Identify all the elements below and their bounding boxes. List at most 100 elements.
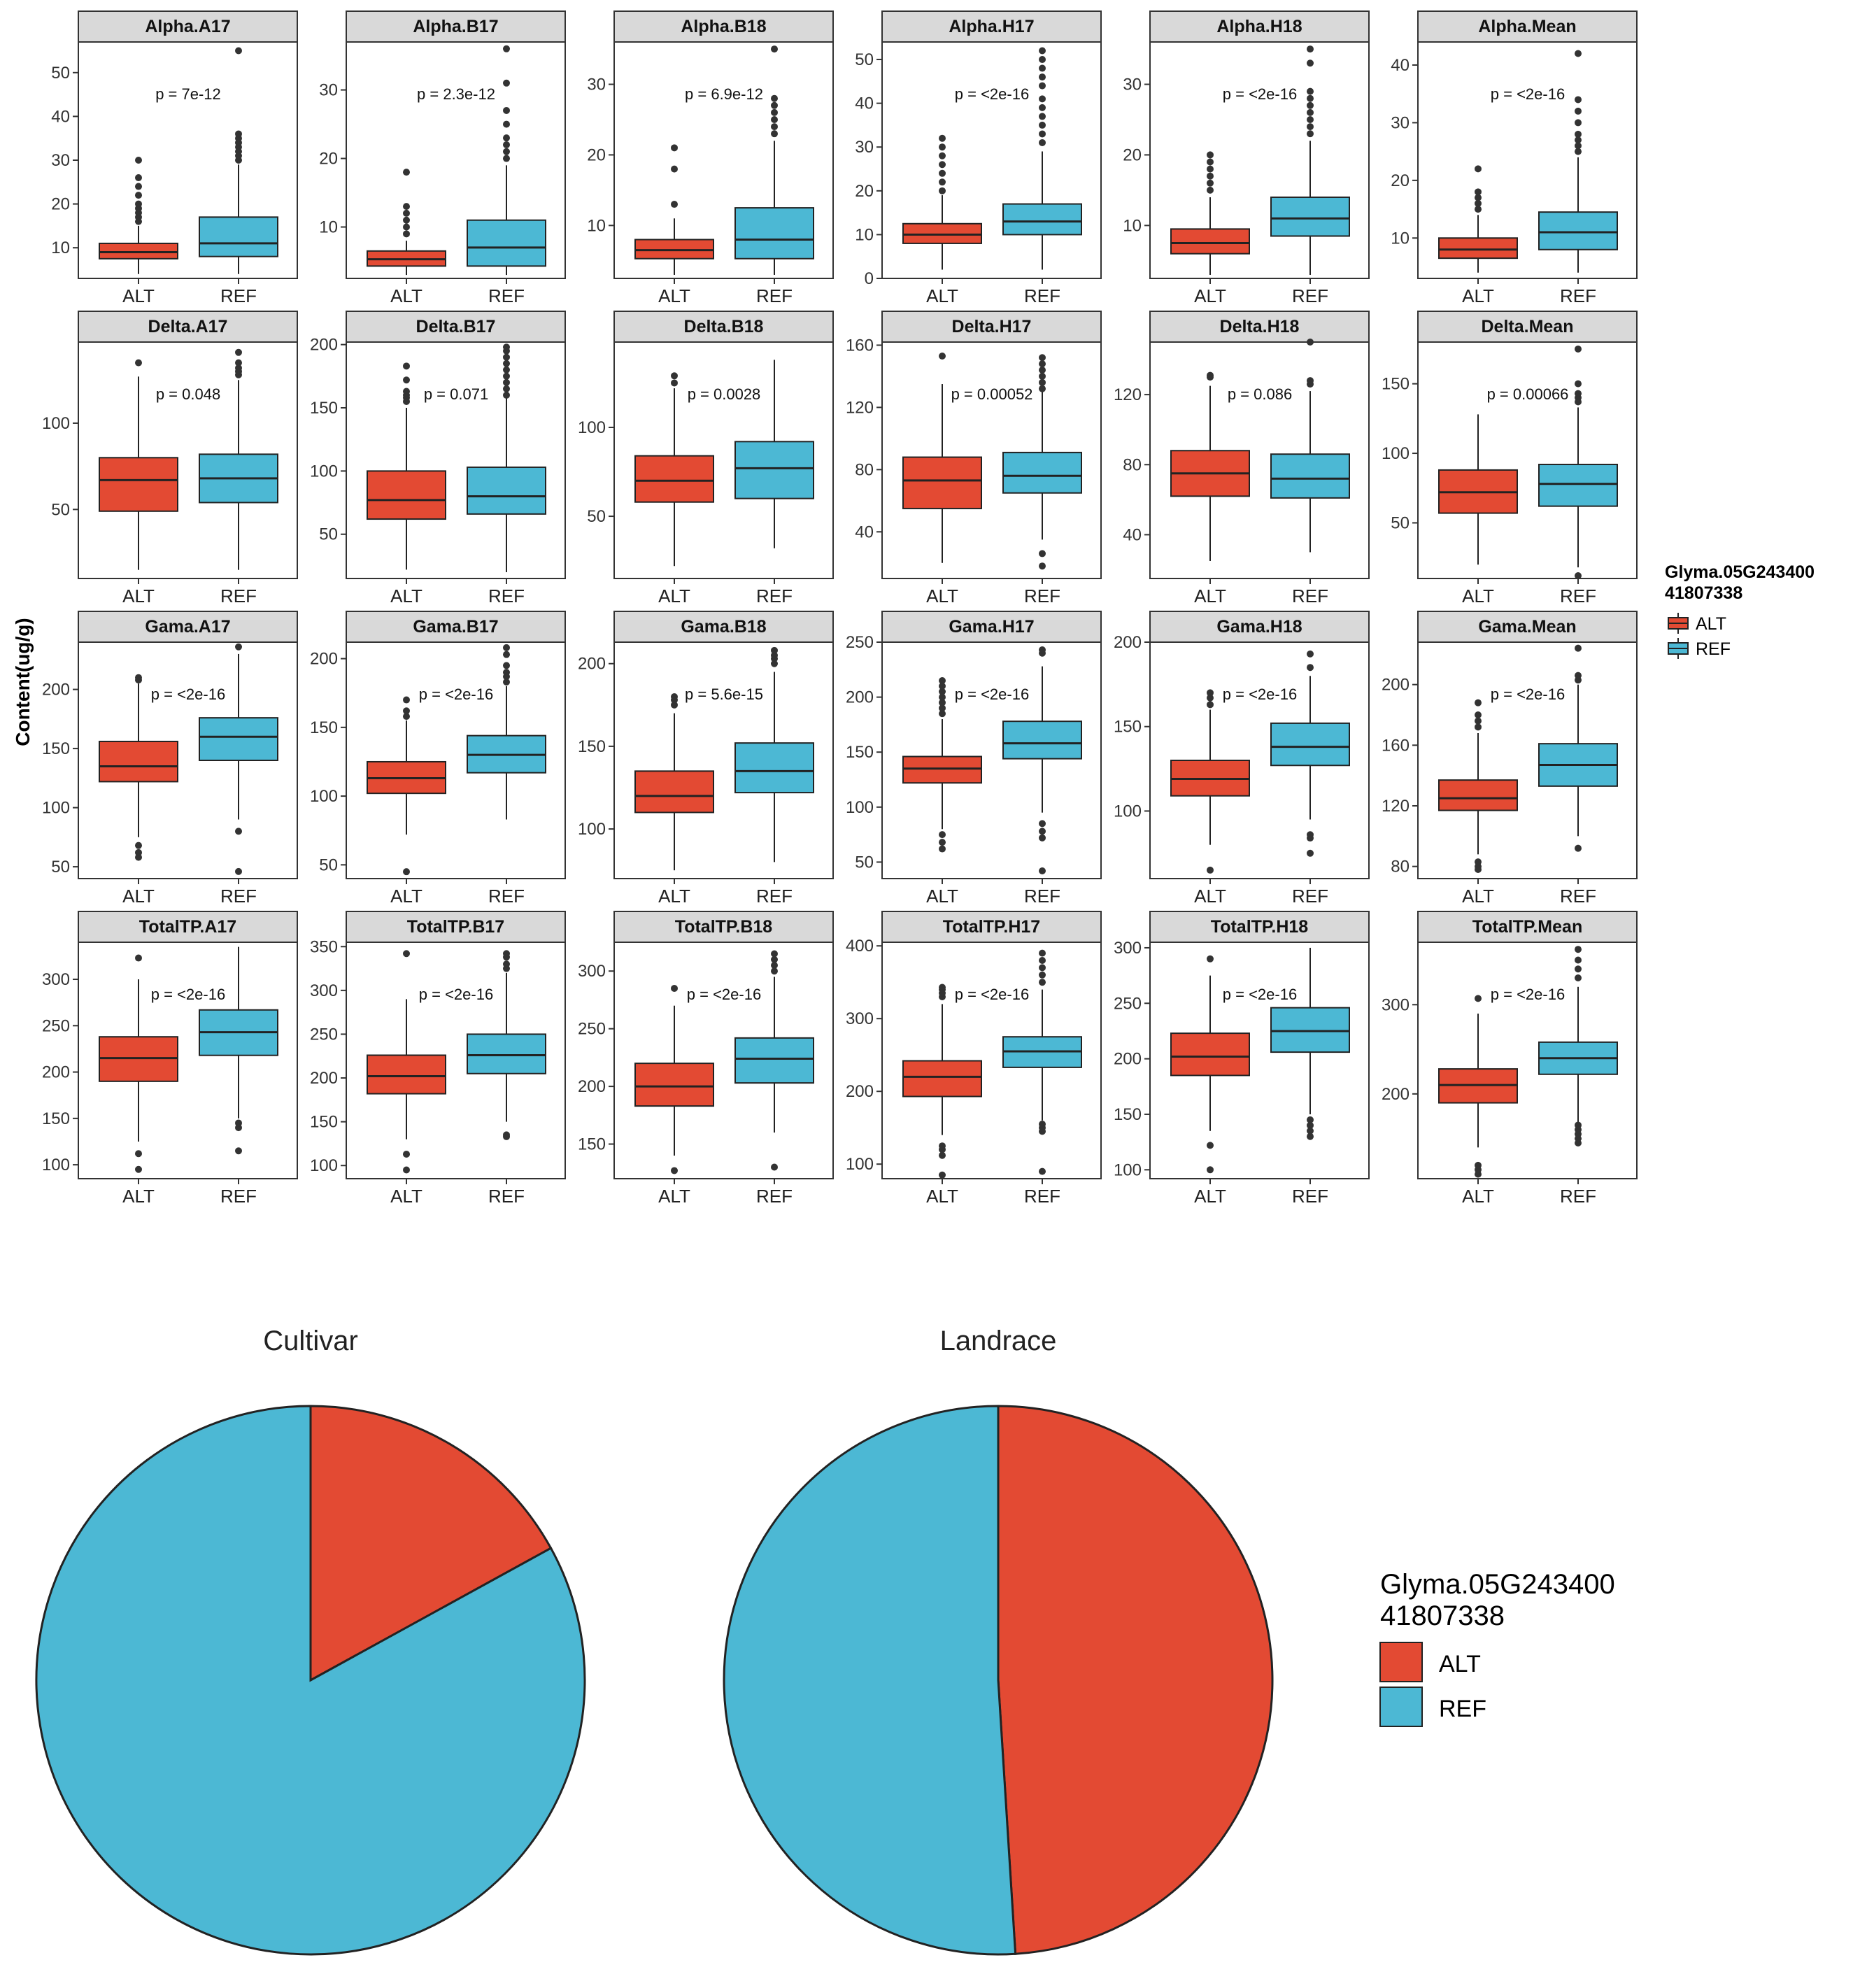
facet-strip	[1417, 611, 1638, 643]
y-tick-label: 200	[310, 336, 338, 355]
y-tick-label: 100	[310, 1156, 338, 1175]
x-tick-label: ALT	[658, 1186, 690, 1207]
y-tick-label: 100	[1114, 1160, 1142, 1179]
box-iqr	[902, 755, 982, 784]
outlier-point	[135, 192, 142, 199]
y-tick-label: 120	[1382, 797, 1410, 816]
pie-legend-swatch-alt	[1379, 1642, 1423, 1682]
y-tick-label: 200	[1382, 1085, 1410, 1104]
facet-strip	[346, 10, 566, 43]
facet-title: Delta.H18	[1220, 317, 1300, 336]
outlier-point	[503, 79, 510, 87]
y-tick-label: 200	[1114, 633, 1142, 652]
outlier-point	[135, 183, 142, 190]
box-alt	[1170, 689, 1250, 874]
outlier-point	[1039, 1121, 1046, 1128]
y-tick-label: 250	[310, 1025, 338, 1044]
outlier-point	[503, 106, 510, 114]
outlier-point	[503, 134, 510, 142]
outlier-point	[503, 45, 510, 52]
p-value-label: p = 6.9e-12	[685, 85, 763, 103]
box-ref	[1538, 946, 1618, 1146]
outlier-point	[1575, 844, 1582, 852]
box-alt	[1438, 995, 1518, 1178]
y-tick-label: 300	[42, 970, 70, 989]
facet-title: Delta.H17	[952, 317, 1032, 336]
x-tick-label: ALT	[390, 585, 423, 606]
box-ref	[199, 946, 278, 1155]
facet-delta-b17: Delta.B17 50 100 150 200 ALT REF p = 0.071	[310, 311, 566, 606]
boxplot-legend-title-line2: 41807338	[1665, 583, 1742, 603]
x-tick-label: ALT	[122, 585, 155, 606]
y-tick-label: 50	[855, 50, 874, 69]
outlier-point	[1039, 56, 1046, 64]
y-tick-label: 200	[42, 681, 70, 700]
box-iqr	[1538, 463, 1618, 507]
box-ref	[467, 343, 546, 572]
outlier-point	[939, 169, 946, 177]
pie-charts: Cultivar Landrace	[35, 1326, 1274, 1956]
x-tick-label: REF	[488, 585, 525, 606]
y-tick-label: 120	[1114, 385, 1142, 404]
y-tick-label: 300	[846, 1009, 874, 1028]
outlier-point	[939, 699, 946, 707]
box-ref	[467, 45, 546, 276]
outlier-point	[503, 644, 510, 651]
y-tick-label: 100	[578, 820, 606, 839]
pie-legend-title-line2: 41807338	[1380, 1600, 1505, 1631]
outlier-point	[771, 956, 778, 963]
outlier-point	[1207, 701, 1214, 709]
outlier-point	[1307, 1121, 1314, 1129]
outlier-point	[235, 867, 242, 875]
y-tick-label: 20	[855, 182, 874, 201]
outlier-point	[1475, 711, 1482, 718]
y-tick-label: 400	[846, 937, 874, 956]
p-value-label: p = <2e-16	[1223, 686, 1297, 703]
outlier-point	[1575, 130, 1582, 138]
y-tick-label: 40	[855, 94, 874, 113]
box-iqr	[734, 441, 814, 499]
pie-legend-title-line1: Glyma.05G243400	[1380, 1569, 1615, 1600]
box-ref	[199, 643, 278, 875]
p-value-label: p = 5.6e-15	[685, 686, 763, 703]
facet-gama-b18: Gama.B18 100 150 200 ALT REF p = 5.6e-15	[578, 611, 834, 907]
outlier-point	[1575, 956, 1582, 964]
box-alt	[1170, 955, 1250, 1174]
panel-frame	[346, 341, 566, 579]
outlier-point	[1307, 339, 1314, 346]
outlier-point	[771, 1163, 778, 1171]
outlier-point	[135, 200, 142, 208]
outlier-point	[1307, 377, 1314, 385]
box-alt	[99, 954, 178, 1173]
p-value-label: p = <2e-16	[419, 686, 493, 703]
y-tick-label: 200	[578, 655, 606, 674]
outlier-point	[235, 1119, 242, 1127]
box-ref	[1270, 650, 1350, 857]
p-value-label: p = 2.3e-12	[417, 85, 495, 103]
p-value-label: p = <2e-16	[1491, 986, 1565, 1003]
outlier-point	[1039, 971, 1046, 979]
outlier-point	[1039, 550, 1046, 558]
pie-legend-label-ref: REF	[1439, 1696, 1486, 1722]
y-tick-label: 150	[846, 743, 874, 762]
p-value-label: p = <2e-16	[419, 986, 493, 1003]
outlier-point	[1575, 96, 1582, 104]
y-tick-label: 200	[42, 1063, 70, 1082]
y-tick-label: 20	[1391, 171, 1410, 190]
facet-strip	[1417, 911, 1638, 943]
outlier-point	[503, 950, 510, 958]
box-iqr	[1002, 203, 1082, 236]
p-value-label: p = <2e-16	[1223, 986, 1297, 1003]
outlier-point	[671, 144, 678, 152]
x-tick-label: REF	[488, 1186, 525, 1207]
box-iqr	[734, 207, 814, 260]
box-alt	[367, 169, 446, 276]
y-tick-label: 50	[51, 64, 70, 83]
y-tick-label: 20	[1123, 145, 1142, 164]
box-ref	[199, 348, 278, 570]
outlier-point	[503, 343, 510, 351]
outlier-point	[403, 707, 410, 715]
outlier-point	[1575, 136, 1582, 144]
box-iqr	[902, 456, 982, 509]
x-tick-label: REF	[1560, 1186, 1596, 1207]
